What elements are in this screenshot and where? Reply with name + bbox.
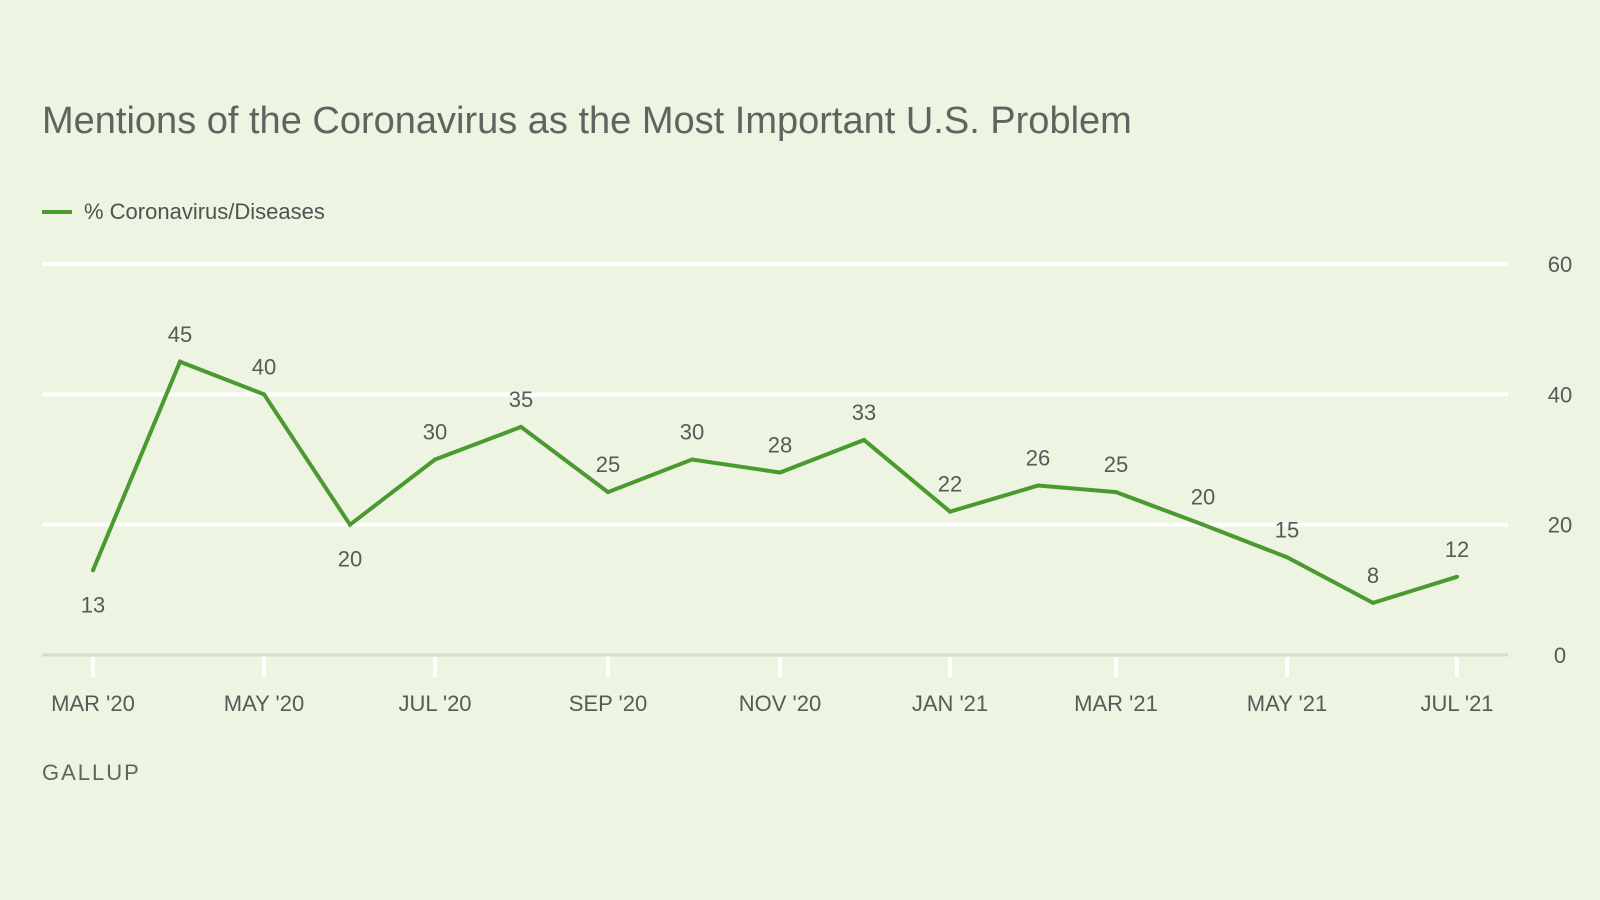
- series-line: [91, 359, 1458, 606]
- data-point: [862, 437, 866, 442]
- chart-title: Mentions of the Coronavirus as the Most …: [42, 100, 1132, 142]
- data-label: 20: [338, 547, 362, 572]
- x-tick-label: NOV '20: [739, 691, 821, 716]
- legend-label: % Coronavirus/Diseases: [84, 199, 325, 224]
- data-point: [1201, 522, 1205, 527]
- y-tick-label: 40: [1548, 382, 1572, 407]
- data-point: [433, 457, 437, 462]
- data-point: [1285, 555, 1289, 560]
- data-point: [690, 457, 694, 462]
- data-label: 13: [81, 592, 105, 617]
- data-point: [1114, 490, 1118, 495]
- x-tick-label: SEP '20: [569, 691, 647, 716]
- data-label: 28: [768, 433, 792, 458]
- data-label: 45: [168, 322, 192, 347]
- data-label: 8: [1367, 563, 1379, 588]
- data-point: [348, 522, 352, 527]
- data-label: 20: [1191, 485, 1215, 510]
- x-tick-label: JUL '20: [398, 691, 471, 716]
- data-label: 25: [596, 452, 620, 477]
- data-label: 30: [423, 420, 447, 445]
- x-tick-label: MAY '21: [1247, 691, 1327, 716]
- legend-swatch: [42, 210, 72, 214]
- x-tick-label: MAY '20: [224, 691, 304, 716]
- x-tick-label: JAN '21: [912, 691, 988, 716]
- x-tick-label: MAR '20: [51, 691, 135, 716]
- data-point: [948, 509, 952, 514]
- data-label: 25: [1104, 452, 1128, 477]
- data-label: 26: [1026, 446, 1050, 471]
- data-point: [778, 470, 782, 475]
- data-point: [519, 424, 523, 429]
- data-label: 40: [252, 354, 276, 379]
- data-point: [606, 490, 610, 495]
- data-label: 22: [938, 472, 962, 497]
- source-label: GALLUP: [42, 760, 141, 785]
- data-label: 33: [852, 400, 876, 425]
- y-tick-label: 20: [1548, 513, 1572, 538]
- x-tick-label: MAR '21: [1074, 691, 1158, 716]
- legend: % Coronavirus/Diseases: [42, 199, 325, 225]
- data-point: [1455, 574, 1459, 579]
- data-point: [178, 359, 182, 364]
- data-point: [91, 568, 95, 573]
- y-tick-label: 0: [1554, 643, 1566, 668]
- data-label: 30: [680, 420, 704, 445]
- x-tick-label: JUL '21: [1420, 691, 1493, 716]
- data-label: 12: [1445, 537, 1469, 562]
- data-point: [1036, 483, 1040, 488]
- data-label: 15: [1275, 517, 1299, 542]
- data-point: [1371, 600, 1375, 605]
- data-label: 35: [509, 387, 533, 412]
- y-tick-label: 60: [1548, 252, 1572, 277]
- data-point: [262, 392, 266, 397]
